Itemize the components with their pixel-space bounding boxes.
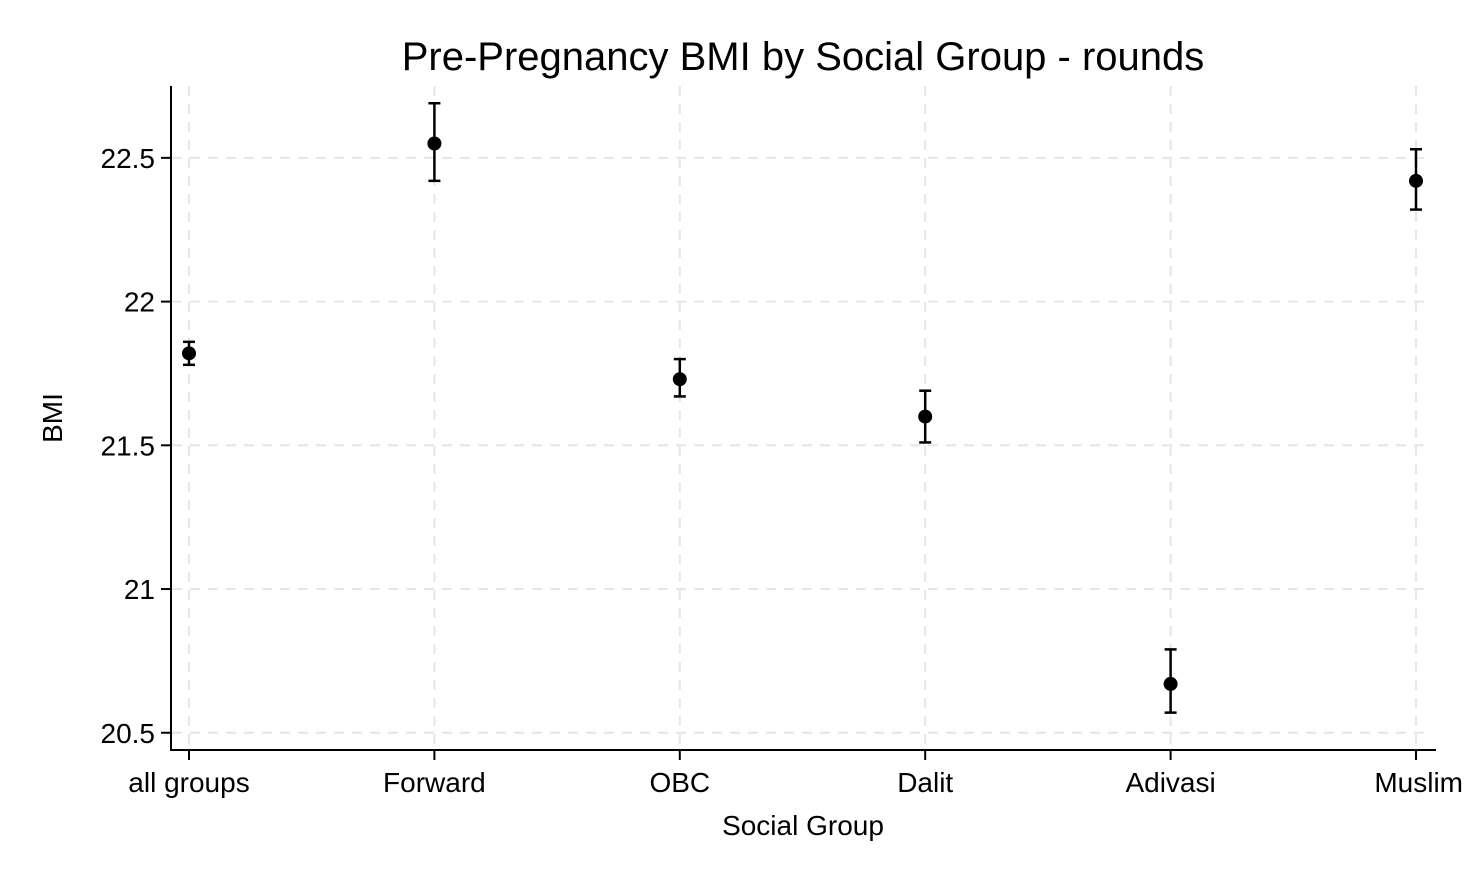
x-tick-label: Adivasi <box>1125 767 1215 798</box>
chart-title: Pre-Pregnancy BMI by Social Group - roun… <box>402 35 1205 79</box>
data-point <box>427 136 442 151</box>
data-point <box>1163 676 1178 691</box>
y-tick-label: 21 <box>124 574 155 605</box>
x-tick-label: Dalit <box>897 767 953 798</box>
x-tick-label: Muslim <box>1374 767 1463 798</box>
data-point <box>182 346 196 361</box>
x-tick-label: all groups <box>128 767 249 798</box>
data-point <box>1409 173 1423 188</box>
y-tick-label: 22 <box>124 287 155 318</box>
y-tick-label: 22.5 <box>101 143 156 174</box>
y-tick-label: 20.5 <box>101 718 156 749</box>
y-ticks: 20.5 21 21.5 22 22.5 <box>101 143 171 749</box>
x-tick-label: Forward <box>383 767 486 798</box>
data-point <box>918 409 933 424</box>
y-axis-label: BMI <box>37 393 68 443</box>
grid-lines <box>172 86 1430 746</box>
data-points <box>182 136 1423 691</box>
x-ticks: all groups Forward OBC Dalit Adivasi Muslim <box>128 750 1463 798</box>
axes <box>170 86 1436 751</box>
x-tick-label: OBC <box>649 767 710 798</box>
x-axis-label: Social Group <box>722 810 884 841</box>
y-tick-label: 21.5 <box>101 430 156 461</box>
data-point <box>672 372 687 387</box>
error-bars <box>183 101 1422 714</box>
